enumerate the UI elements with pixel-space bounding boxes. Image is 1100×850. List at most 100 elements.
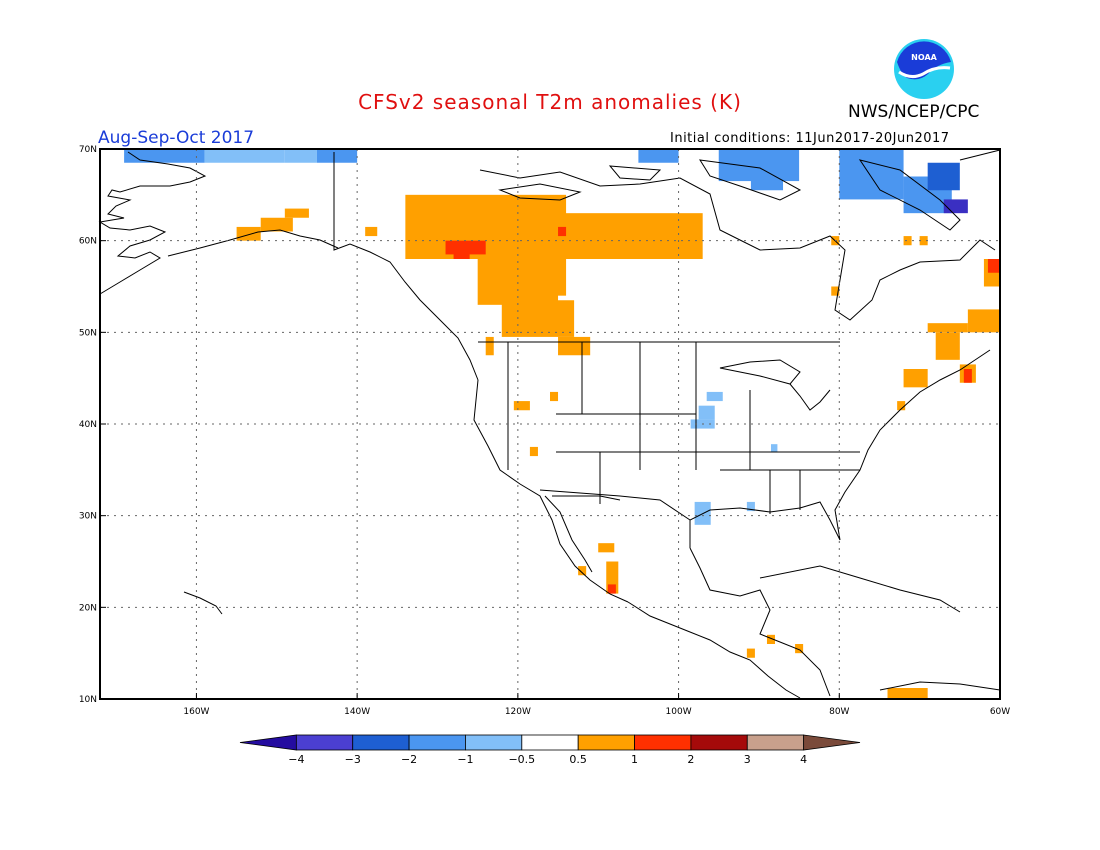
anomaly-cell-49 (963, 369, 972, 383)
borders-states (507, 342, 860, 521)
anomaly-cell-53 (795, 644, 804, 654)
tick-label-lon--100: 100W (666, 707, 692, 717)
anomaly-cell-24 (558, 336, 591, 356)
colorbar-label-2: −2 (401, 753, 417, 766)
tick-label-lat-40: 40N (79, 420, 97, 430)
coast-cuba (759, 565, 961, 613)
tick-label-lon--60: 60W (990, 707, 1010, 717)
anomaly-cell-23 (485, 336, 494, 356)
coast-baffin-west (699, 159, 802, 201)
anomaly-cell-34 (706, 391, 723, 402)
colorbar-label-0: −4 (288, 753, 304, 766)
forecast-period: Aug-Sep-Oct 2017 (98, 128, 255, 148)
tick-label-lon--80: 80W (829, 707, 849, 717)
colorbar-label-6: 1 (631, 753, 638, 766)
anomaly-cell-18 (558, 226, 567, 237)
colorbar-swatch-5 (521, 734, 579, 751)
border-us-mexico (552, 495, 621, 501)
anomaly-cell-50 (897, 401, 906, 411)
anomaly-cell-5 (718, 149, 800, 182)
anomaly-cell-9 (927, 162, 960, 191)
anomaly-cell-6 (750, 176, 784, 191)
colorbar-swatch-9 (746, 734, 805, 751)
tick-label-lon--160: 160W (183, 707, 209, 717)
map-title: CFSv2 seasonal T2m anomalies (K) (358, 90, 742, 114)
anomaly-cell-1 (204, 149, 285, 163)
anomaly-cell-46 (935, 332, 960, 360)
anomaly-cell-2 (284, 149, 317, 163)
colorbar-swatch-8 (690, 734, 748, 751)
anomaly-cell-33 (698, 405, 715, 420)
anomaly-cell-37 (770, 444, 778, 452)
anomaly-cell-55 (915, 689, 924, 699)
anomaly-cell-31 (578, 566, 587, 576)
tick-label-lat-50: 50N (79, 328, 97, 338)
coast-baffin (858, 159, 961, 231)
anomaly-cell-47 (903, 369, 928, 388)
coast-baja (544, 495, 593, 573)
anomaly-cell-22 (365, 226, 378, 237)
coast-island-1 (498, 183, 582, 201)
tick-label-lon--140: 140W (344, 707, 370, 717)
colorbar-swatch-6 (577, 734, 635, 751)
anomaly-cell-13 (501, 300, 575, 337)
axis-ticks: 70N 60N 50N 40N 30N 20N 10N 160W 140W 120W 100W 80W… (79, 145, 1010, 717)
colorbar-swatch-1 (295, 734, 354, 751)
colorbar-swatch-4 (465, 734, 523, 751)
borders-southeast (720, 469, 860, 514)
colorbar-label-4: −0.5 (508, 753, 535, 766)
tick-label-lat-20: 20N (79, 603, 97, 613)
anomaly-cell-39 (831, 286, 840, 296)
anomaly-cell-17 (453, 249, 470, 259)
anomaly-cell-52 (746, 648, 755, 658)
colorbar-swatch-10 (803, 734, 861, 751)
color-scale-bar: −4 −3 −2 −1 −0.5 0.5 1 2 3 4 (239, 734, 861, 766)
anomaly-cell-45 (927, 323, 968, 333)
colorbar-swatch-0 (239, 734, 297, 751)
state-borders (478, 341, 860, 521)
colorbar-label-5: 0.5 (569, 753, 587, 766)
initial-conditions: Initial conditions: 11Jun2017-20Jun2017 (670, 131, 950, 146)
coast-central-america-pac (627, 601, 801, 699)
anomaly-cell-27 (529, 446, 538, 457)
anomaly-cell-41 (919, 236, 928, 246)
tick-label-lat-30: 30N (79, 512, 97, 522)
coast-central-america-carib (689, 547, 831, 697)
lake-superior (719, 359, 801, 385)
tick-label-lat-10: 10N (79, 695, 97, 705)
agency-label: NWS/NCEP/CPC (848, 102, 980, 122)
coast-canada-arctic (479, 169, 996, 321)
coast-alaska-south (167, 229, 339, 257)
anomaly-cell-15 (533, 259, 567, 296)
colorbar-label-9: 4 (800, 753, 807, 766)
colorbar-swatch-3 (408, 734, 466, 751)
anomaly-cell-36 (746, 501, 755, 512)
noaa-logo-text: NOAA (911, 53, 937, 62)
lake-michigan-huron (789, 383, 831, 411)
tick-label-lat-60: 60N (79, 237, 97, 247)
anomaly-cell-30 (607, 584, 616, 594)
anomaly-cell-25 (513, 401, 530, 411)
anomaly-cell-20 (260, 217, 293, 232)
anomaly-cell-40 (903, 236, 912, 246)
coast-us-west (473, 379, 629, 603)
anomaly-cell-7 (839, 149, 904, 200)
coast-hawaii (183, 591, 223, 615)
colorbar-swatch-2 (352, 734, 410, 751)
anomaly-cell-10 (943, 199, 968, 214)
noaa-logo: NOAA (893, 38, 955, 100)
anomaly-cell-21 (284, 208, 309, 218)
anomaly-cell-19 (236, 226, 261, 241)
coast-greenland (959, 149, 1001, 161)
anomaly-cell-51 (766, 634, 775, 644)
coast-us-east (689, 349, 991, 548)
tick-label-lat-70: 70N (79, 145, 97, 155)
colorbar-label-8: 3 (744, 753, 751, 766)
anomaly-cell-54 (887, 688, 928, 699)
anomaly-cell-4 (638, 149, 679, 163)
coast-south-america (879, 681, 1001, 691)
colorbar-label-1: −3 (345, 753, 361, 766)
coast-island-2 (608, 165, 662, 181)
anomaly-cell-26 (550, 391, 559, 402)
anomaly-cell-3 (316, 149, 358, 163)
